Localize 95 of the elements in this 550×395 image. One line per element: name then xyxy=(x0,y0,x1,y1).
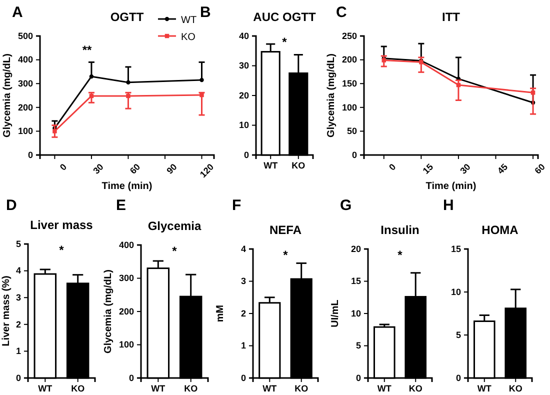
text: A xyxy=(12,4,23,21)
annotation: ** xyxy=(82,43,92,57)
x-tick-label: 90 xyxy=(164,162,179,176)
annotation: * xyxy=(283,248,288,262)
y-tick-label: 0 xyxy=(244,150,249,160)
chart-title: AUC OGTT xyxy=(253,10,316,24)
y-tick-label: 200 xyxy=(118,306,134,316)
x-tick-label: 0 xyxy=(58,162,69,172)
y-tick-label: 100 xyxy=(118,340,134,350)
y-tick-label: 2 xyxy=(16,319,21,330)
y-tick-label: 3 xyxy=(16,292,21,302)
x-tick-label: 0 xyxy=(387,162,398,172)
y-axis-title: Liver mass (%) xyxy=(1,276,12,346)
y-tick-label: 15 xyxy=(350,276,361,286)
y-tick-label: 0 xyxy=(356,372,361,383)
y-tick-label: 250 xyxy=(342,30,357,41)
x-tick-label: WT xyxy=(377,383,392,394)
x-tick-label: KO xyxy=(71,383,85,394)
x-tick-label: 120 xyxy=(198,162,216,180)
y-tick-label: 150 xyxy=(342,78,357,88)
y-tick-label: 5 xyxy=(356,340,361,351)
y-tick-label: 100 xyxy=(342,102,357,112)
y-tick-label: 500 xyxy=(18,30,33,41)
y-tick-label: 0 xyxy=(128,372,134,383)
chart-title: HOMA xyxy=(482,223,519,237)
y-tick-label: 15 xyxy=(450,244,461,254)
legend-label: WT xyxy=(181,15,197,26)
text: H xyxy=(443,197,454,214)
y-tick-label: 0 xyxy=(456,372,461,383)
y-tick-label: 300 xyxy=(18,78,33,88)
text: C xyxy=(336,4,347,21)
y-axis-title: Glycemia (mg/dL) xyxy=(2,54,13,138)
y-tick-label: 200 xyxy=(18,102,33,112)
x-tick-label: 60 xyxy=(128,162,142,176)
annotation: * xyxy=(59,243,64,257)
x-tick-label: WT xyxy=(38,383,53,394)
y-tick-label: 400 xyxy=(18,54,33,65)
x-tick-label: WT xyxy=(262,383,278,394)
x-tick-label: 15 xyxy=(420,162,436,176)
legend-label: KO xyxy=(181,32,196,43)
y-tick-label: 100 xyxy=(18,126,33,136)
y-tick-label: 0 xyxy=(16,372,21,383)
y-tick-label: 1 xyxy=(240,340,246,351)
x-tick-label: 30 xyxy=(91,162,106,176)
y-axis-title: UI/mL xyxy=(330,300,341,328)
y-tick-label: 30 xyxy=(238,60,249,71)
y-tick-label: 4 xyxy=(16,266,21,276)
y-axis-title: Glycemia (mg/dL) xyxy=(326,54,337,138)
text: B xyxy=(200,4,211,21)
x-axis-title: Time (min) xyxy=(102,181,152,192)
x-tick-label: KO xyxy=(294,383,308,394)
y-tick-label: 3 xyxy=(240,276,246,286)
text: G xyxy=(340,197,352,214)
chart-title: Insulin xyxy=(380,223,420,237)
y-tick-label: 300 xyxy=(118,273,134,284)
y-tick-label: 20 xyxy=(350,244,361,254)
y-tick-label: 5 xyxy=(16,238,21,249)
x-tick-label: KO xyxy=(508,383,522,394)
x-tick-label: KO xyxy=(292,160,306,170)
chart-title: Glycemia xyxy=(148,219,202,233)
x-tick-label: KO xyxy=(408,383,422,394)
x-axis-title: Time (min) xyxy=(426,181,476,192)
text: E xyxy=(116,197,126,214)
y-axis-title: mM xyxy=(215,304,226,322)
annotation: * xyxy=(282,35,288,49)
y-tick-label: 10 xyxy=(350,308,361,318)
annotation: * xyxy=(172,244,178,258)
y-tick-label: 0 xyxy=(28,150,33,160)
y-tick-label: 0 xyxy=(240,372,246,383)
x-tick-label: WT xyxy=(477,383,492,394)
text: D xyxy=(6,197,17,214)
y-tick-label: 1 xyxy=(16,346,21,356)
chart-title: NEFA xyxy=(269,223,302,237)
y-tick-label: 400 xyxy=(118,240,134,250)
x-tick-label: WT xyxy=(151,383,166,394)
text: F xyxy=(232,197,242,214)
y-tick-label: 5 xyxy=(456,330,461,340)
chart-title: Liver mass xyxy=(30,218,94,232)
chart-title: ITT xyxy=(442,10,461,24)
y-tick-label: 10 xyxy=(238,120,249,130)
x-tick-label: 45 xyxy=(495,162,510,176)
y-axis-title: Glycemia (mg/dL) xyxy=(103,270,114,354)
y-tick-label: 0 xyxy=(352,150,357,160)
x-tick-label: 60 xyxy=(532,162,547,176)
y-tick-label: 2 xyxy=(240,308,246,318)
chart-title: OGTT xyxy=(110,10,144,24)
annotation: * xyxy=(398,248,403,262)
x-tick-label: WT xyxy=(264,160,278,170)
y-tick-label: 40 xyxy=(238,30,249,41)
x-tick-label: KO xyxy=(184,383,198,394)
y-tick-label: 10 xyxy=(450,286,461,297)
y-tick-label: 200 xyxy=(342,54,357,65)
y-tick-label: 20 xyxy=(238,90,249,100)
y-tick-label: 50 xyxy=(346,126,357,136)
y-tick-label: 4 xyxy=(240,244,246,254)
